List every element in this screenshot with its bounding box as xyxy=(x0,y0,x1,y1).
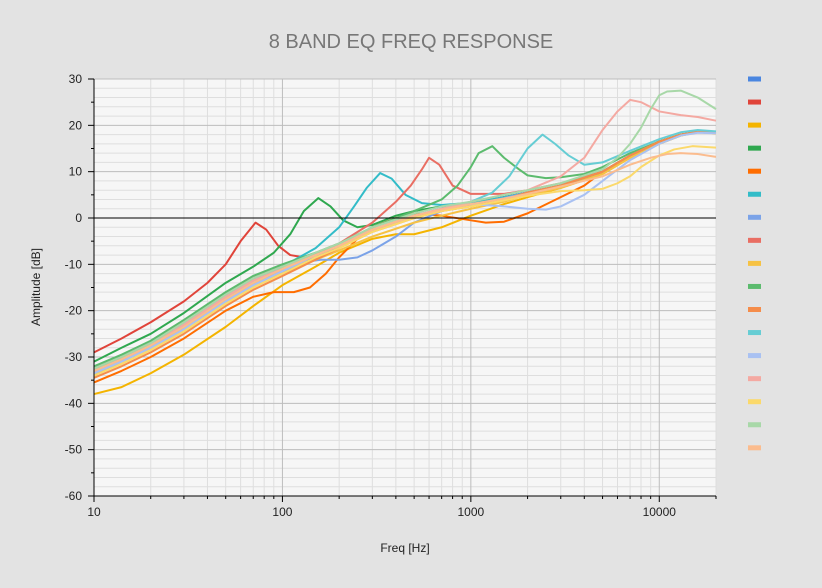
series-line-10 xyxy=(93,130,717,368)
x-tick-label: 10 xyxy=(87,505,101,519)
legend-swatch-3 xyxy=(748,122,761,128)
legend-swatch-10 xyxy=(748,283,761,289)
legend-swatch-2 xyxy=(748,99,761,105)
y-tick-label: 10 xyxy=(69,165,83,179)
series-layer xyxy=(93,89,717,396)
plot-area xyxy=(94,79,716,496)
y-tick-label: -10 xyxy=(65,257,83,271)
legend-swatch-15 xyxy=(748,399,761,405)
y-tick-label: -50 xyxy=(65,443,83,457)
y-tick-label: -60 xyxy=(65,489,83,503)
axes xyxy=(88,78,717,502)
y-tick-label: -30 xyxy=(65,350,83,364)
series-line-17 xyxy=(93,152,717,372)
legend-swatch-13 xyxy=(748,353,761,359)
legend-swatch-8 xyxy=(748,237,761,243)
series-line-16 xyxy=(93,89,717,370)
legend-swatch-16 xyxy=(748,422,761,428)
legend-swatch-4 xyxy=(748,145,761,151)
legend-swatch-12 xyxy=(748,330,761,336)
x-tick-label: 1000 xyxy=(458,505,485,519)
y-tick-label: 20 xyxy=(69,118,83,132)
legend-swatch-14 xyxy=(748,376,761,382)
legend-swatch-11 xyxy=(748,307,761,312)
y-tick-label: -40 xyxy=(65,396,83,410)
chart-title: 8 BAND EQ FREQ RESPONSE xyxy=(269,31,554,53)
legend-swatch-1 xyxy=(748,76,761,82)
legend-swatch-9 xyxy=(748,260,761,266)
y-tick-label: 30 xyxy=(69,72,83,86)
y-tick-label: 0 xyxy=(75,211,82,225)
legend-swatch-17 xyxy=(748,445,761,451)
y-axis-label: Amplitude [dB] xyxy=(29,248,43,326)
series-line-15 xyxy=(93,145,717,377)
legend-swatch-6 xyxy=(748,191,761,197)
legend-swatch-5 xyxy=(748,168,761,174)
x-tick-label: 100 xyxy=(272,505,292,519)
legend xyxy=(748,76,761,451)
legend-swatch-7 xyxy=(748,214,761,220)
minor-grid xyxy=(94,79,717,496)
tick-labels: -60 -50 -40 -30 -20 -10 0 10 20 30 10 100 1000 10000 xyxy=(65,72,677,519)
y-tick-label: -20 xyxy=(65,304,83,318)
x-axis-label: Freq [Hz] xyxy=(380,541,429,555)
x-tick-label: 10000 xyxy=(643,505,677,519)
